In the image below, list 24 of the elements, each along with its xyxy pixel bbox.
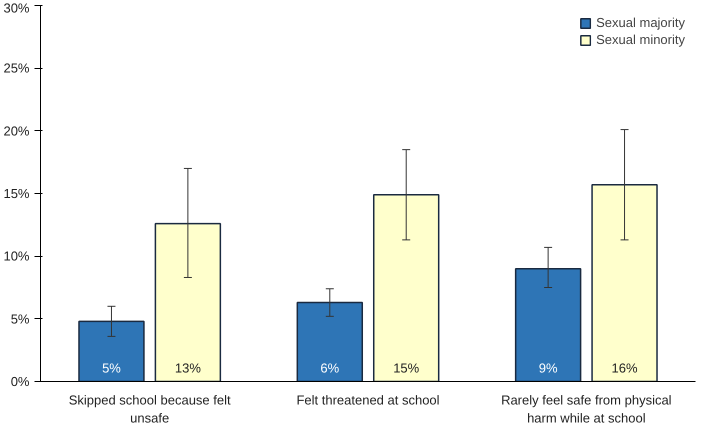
y-tick-label: 20% — [3, 123, 30, 138]
bar — [296, 302, 364, 382]
y-tick-label: 15% — [3, 186, 30, 201]
legend-label: Sexual minority — [596, 32, 685, 47]
bar — [591, 184, 658, 382]
y-tick-label: 25% — [3, 60, 30, 76]
data-label: 13% — [174, 360, 202, 376]
data-label: 15% — [393, 360, 420, 376]
bar — [154, 222, 222, 382]
bar — [514, 268, 582, 382]
y-tick-label: 5% — [10, 311, 30, 326]
x-tick-label: Felt threatened at school — [296, 392, 440, 408]
y-tick-label: 30% — [3, 0, 30, 16]
data-label: 9% — [538, 360, 558, 376]
legend-label: Sexual majority — [596, 15, 685, 30]
data-label: 6% — [320, 360, 340, 376]
x-tick-label: Rarely feel safe from physical harm while at school — [501, 392, 672, 426]
x-tick-label: Skipped school because felt unsafe — [68, 392, 231, 426]
y-tick-label: 10% — [3, 248, 30, 264]
data-label: 16% — [612, 360, 638, 376]
data-label: 5% — [102, 360, 122, 376]
bar — [372, 194, 440, 382]
bar — [78, 320, 145, 382]
y-tick-label: 0% — [10, 374, 30, 389]
